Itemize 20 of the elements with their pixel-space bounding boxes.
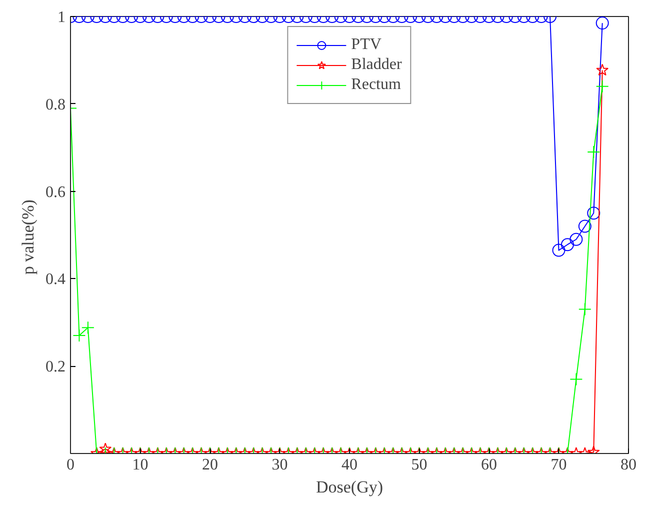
y-tick-label: 0.8 — [46, 96, 66, 114]
y-axis-title: p value(%) — [18, 200, 38, 275]
x-tick-label: 20 — [202, 456, 218, 474]
x-tick-label: 70 — [550, 456, 567, 474]
x-tick-label: 10 — [132, 456, 148, 474]
legend-label: PTV — [351, 36, 382, 54]
x-tick-label: 80 — [620, 456, 636, 474]
x-tick-label: 30 — [272, 456, 288, 474]
y-tick-label: 0.2 — [46, 358, 66, 376]
point — [596, 64, 609, 76]
y-tick-label: 1 — [58, 9, 66, 26]
y-tick-label: 0.4 — [46, 271, 66, 288]
x-tick-label: 0 — [66, 456, 74, 474]
legend-label: Rectum — [351, 76, 401, 94]
legend-label: Bladder — [351, 56, 402, 74]
x-tick-label: 40 — [342, 456, 358, 474]
x-tick-label: 50 — [411, 456, 428, 474]
x-axis-title: Dose(Gy) — [316, 478, 384, 496]
y-tick-label: 0.6 — [46, 184, 66, 201]
x-tick-label: 60 — [481, 456, 497, 474]
